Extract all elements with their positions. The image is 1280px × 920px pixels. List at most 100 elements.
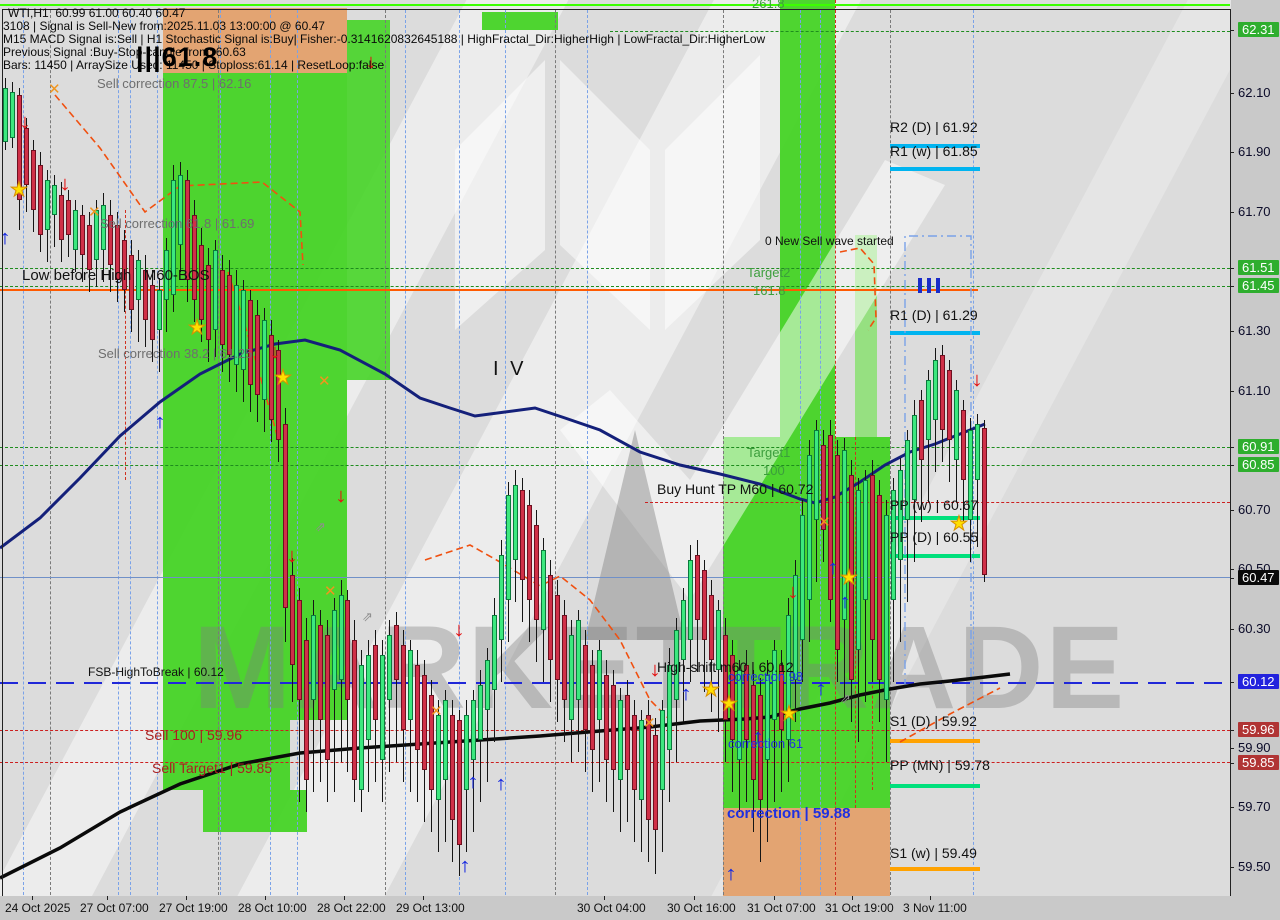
- chart-annotation: 0 New Sell wave started: [765, 234, 894, 248]
- candle: [618, 700, 623, 780]
- candle: [443, 700, 448, 780]
- candle: [150, 285, 155, 340]
- info-line: Previous Signal :Buy-Stop-candle from: 6…: [3, 45, 246, 59]
- candle: [450, 715, 455, 820]
- info-line: 3108 | Signal is Sell-New from:2025.11.0…: [3, 19, 325, 33]
- candle: [870, 475, 875, 640]
- candle: [513, 485, 518, 560]
- chart-annotation: I V: [493, 358, 527, 380]
- candle: [877, 495, 882, 680]
- candle: [394, 625, 399, 680]
- candle: [730, 655, 735, 740]
- candle-wick: [977, 414, 978, 547]
- level-underline: [890, 144, 980, 148]
- price-axis-label: 61.51: [1238, 260, 1279, 275]
- level-hline: [0, 4, 1230, 6]
- candle: [695, 555, 700, 620]
- candle: [590, 665, 595, 750]
- level-underline: [890, 516, 980, 520]
- chart-annotation: Sell Target1 | 59.85: [152, 760, 273, 776]
- time-axis-label: 28 Oct 10:00: [238, 901, 307, 915]
- chart-annotation: R1 (w) | 61.85: [890, 143, 978, 159]
- signal-zone: [347, 20, 390, 380]
- time-axis-tick: [32, 896, 33, 900]
- candle: [283, 424, 288, 608]
- candle: [234, 285, 239, 365]
- candle: [933, 360, 938, 420]
- candle: [311, 615, 316, 700]
- chart-annotation: Sell correction 61.8 | 61.69: [100, 216, 255, 231]
- candle: [569, 635, 574, 720]
- candle: [17, 95, 22, 200]
- price-axis-tick: [1230, 578, 1234, 579]
- signal-zone: [780, 0, 835, 437]
- candle: [192, 215, 197, 300]
- signal-zone: [855, 235, 877, 437]
- price-axis-label: 61.45: [1238, 278, 1279, 293]
- candle: [436, 715, 441, 800]
- candle: [835, 455, 840, 650]
- candle: [562, 615, 567, 700]
- candle: [786, 615, 791, 740]
- price-axis-label: 61.90: [1238, 144, 1271, 159]
- chart-annotation: R2 (D) | 61.92: [890, 119, 978, 135]
- candle: [101, 205, 106, 250]
- candle: [276, 350, 281, 440]
- candle: [681, 600, 686, 660]
- candle: [625, 695, 630, 770]
- chart-annotation: High-shift m60 | 60.12: [657, 659, 794, 675]
- candle: [898, 470, 903, 560]
- candle: [597, 650, 602, 720]
- candle: [115, 225, 120, 280]
- candle: [779, 665, 784, 730]
- price-axis-label: 60.12: [1238, 674, 1279, 689]
- candle: [520, 490, 525, 580]
- level-underline: [890, 867, 980, 871]
- candle: [87, 225, 92, 270]
- candle-wick: [487, 648, 488, 782]
- candle: [632, 715, 637, 790]
- chart-annotation: correction 61: [728, 736, 804, 751]
- candle: [912, 415, 917, 500]
- candle: [926, 380, 931, 440]
- price-axis-tick: [1230, 629, 1234, 630]
- candle: [429, 695, 434, 790]
- candle: [66, 200, 71, 235]
- candle: [422, 675, 427, 770]
- price-axis-tick: [1230, 510, 1234, 511]
- candle: [241, 290, 246, 370]
- candle: [709, 595, 714, 660]
- candle: [318, 625, 323, 720]
- signal-zone: [163, 8, 347, 73]
- candle: [583, 645, 588, 730]
- candle: [73, 210, 78, 250]
- price-axis-label: 59.90: [1238, 740, 1271, 755]
- price-axis-label: 61.10: [1238, 383, 1271, 398]
- candle: [940, 355, 945, 430]
- candle: [849, 475, 854, 680]
- chart-annotation: R1 (D) | 61.29: [890, 307, 978, 323]
- price-axis-tick: [1230, 212, 1234, 213]
- candle: [206, 265, 211, 340]
- candle: [793, 575, 798, 680]
- candle: [856, 490, 861, 650]
- candle: [646, 715, 651, 820]
- level-hline: [0, 465, 1230, 466]
- price-axis-label: 60.91: [1238, 439, 1279, 454]
- candle-wick: [334, 598, 335, 792]
- info-line: M15 MACD Signal is:Sell | H1 Stochastic …: [3, 32, 766, 46]
- level-hline: [0, 289, 978, 291]
- candle: [108, 215, 113, 265]
- candle: [345, 600, 350, 700]
- chart-annotation: PP (MN) | 59.78: [890, 757, 990, 773]
- signal-zone: [482, 12, 558, 30]
- candle: [220, 270, 225, 345]
- chart-annotation: Sell correction 38.2 | 61.25: [98, 346, 253, 361]
- candle: [164, 250, 169, 300]
- time-axis-label: 31 Oct 07:00: [747, 901, 816, 915]
- candle: [534, 525, 539, 620]
- candle: [800, 515, 805, 640]
- time-axis-tick: [423, 896, 424, 900]
- chart-plot-area[interactable]: MARKETTRADE ↓ ↓ ↓ ↓ ↓ ↓ ↓ ↓ ↓ ↓ ↑ ↑ ↑ ↑ ↑ ↑ ↑ ↑ ↑ ↑ ↑ ★ ★ ★ ★ ★ ★ ★…: [0, 0, 1231, 896]
- candle: [772, 650, 777, 720]
